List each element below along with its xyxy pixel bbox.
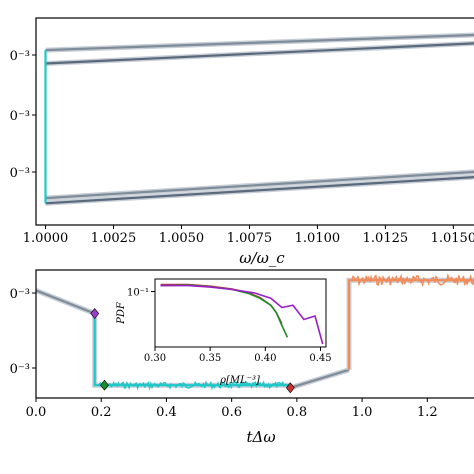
inset-x-ticks: 0.30 0.35 0.40 0.45: [144, 347, 332, 364]
inset-series-group: [160, 283, 324, 345]
bottom-y-tick-label-0: 0⁻³: [10, 287, 30, 302]
bottom-series-group: [35, 273, 474, 391]
diamond-marker-0: [90, 308, 100, 320]
x-tick-label-4: 1.0100: [295, 231, 341, 246]
bottom-x-axis-label: tΔω: [246, 428, 275, 446]
bottom-markers-group: [90, 308, 295, 394]
inset-y-axis-label: PDF: [116, 301, 127, 325]
top-y-ticks: 0⁻³ 0⁻³ 0⁻³: [10, 49, 36, 181]
x-tick-label-2: 0.40: [254, 353, 276, 364]
x-tick-label-1: 0.2: [91, 405, 112, 420]
inset-panel: 0.30 0.35 0.40 0.45 10⁻¹ ρ[ML⁻³] PDF: [116, 278, 332, 386]
top-x-axis-label: ω/ω_c: [239, 249, 285, 267]
top-y-tick-label-2: 0⁻³: [10, 166, 30, 181]
series-line-3: [45, 176, 474, 205]
x-tick-label-0: 1.0000: [23, 231, 69, 246]
x-tick-label-1: 1.0025: [91, 231, 137, 246]
cyan-noise-band: [97, 380, 291, 391]
series-line-3: [347, 279, 474, 370]
inset-y-tick-label-0: 10⁻¹: [127, 288, 149, 299]
bottom-y-tick-label-1: 0⁻³: [10, 362, 30, 377]
series-line-2: [45, 170, 474, 200]
top-series-group: [44, 32, 474, 206]
series-line-1: [93, 313, 291, 387]
x-tick-label-2: 1.0050: [159, 231, 205, 246]
orange-noise-band: [350, 273, 474, 288]
x-tick-label-4: 0.8: [287, 405, 308, 420]
x-tick-label-5: 1.0125: [363, 231, 409, 246]
x-tick-label-1: 0.35: [199, 353, 221, 364]
diamond-marker-2: [285, 382, 295, 394]
top-x-ticks: 1.0000 1.0025 1.0050 1.0075 1.0100 1.0125 1.01…: [23, 225, 474, 246]
inset-x-axis-label: ρ[ML⁻³]: [219, 375, 260, 386]
diamond-marker-1: [100, 379, 109, 391]
series-line-2: [160, 284, 324, 345]
series-line-1: [45, 42, 474, 65]
bottom-plot-frame: [35, 269, 474, 399]
x-tick-label-5: 1.0: [352, 405, 373, 420]
bottom-panel: 0.0 0.2 0.4 0.6 0.8 1.0 1.2 0⁻³ 0⁻³ tΔω: [10, 269, 474, 446]
bottom-y-ticks: 0⁻³ 0⁻³: [10, 287, 36, 377]
top-y-tick-label-0: 0⁻³: [10, 49, 30, 64]
inset-background: [155, 279, 326, 347]
inset-frame: [154, 278, 327, 348]
series-halo-3: [346, 277, 474, 370]
series-line-0: [35, 289, 96, 315]
x-tick-label-6: 1.0150: [431, 231, 474, 246]
x-tick-label-2: 0.4: [156, 405, 177, 420]
top-panel: 1.0000 1.0025 1.0050 1.0075 1.0100 1.0125 1.01…: [10, 17, 474, 267]
x-tick-label-3: 1.0075: [227, 231, 273, 246]
series-line-0: [45, 33, 474, 52]
x-tick-label-3: 0.6: [221, 405, 242, 420]
x-tick-label-0: 0.0: [26, 405, 47, 420]
x-tick-label-0: 0.30: [144, 353, 166, 364]
x-tick-label-3: 0.45: [309, 353, 331, 364]
top-plot-frame: [35, 17, 474, 226]
top-y-tick-label-1: 0⁻³: [10, 109, 30, 124]
bottom-x-ticks: 0.0 0.2 0.4 0.6 0.8 1.0 1.2: [26, 398, 438, 420]
x-tick-label-6: 1.2: [417, 405, 438, 420]
inset-y-ticks: 10⁻¹: [127, 288, 155, 299]
series-line-2: [289, 368, 350, 389]
